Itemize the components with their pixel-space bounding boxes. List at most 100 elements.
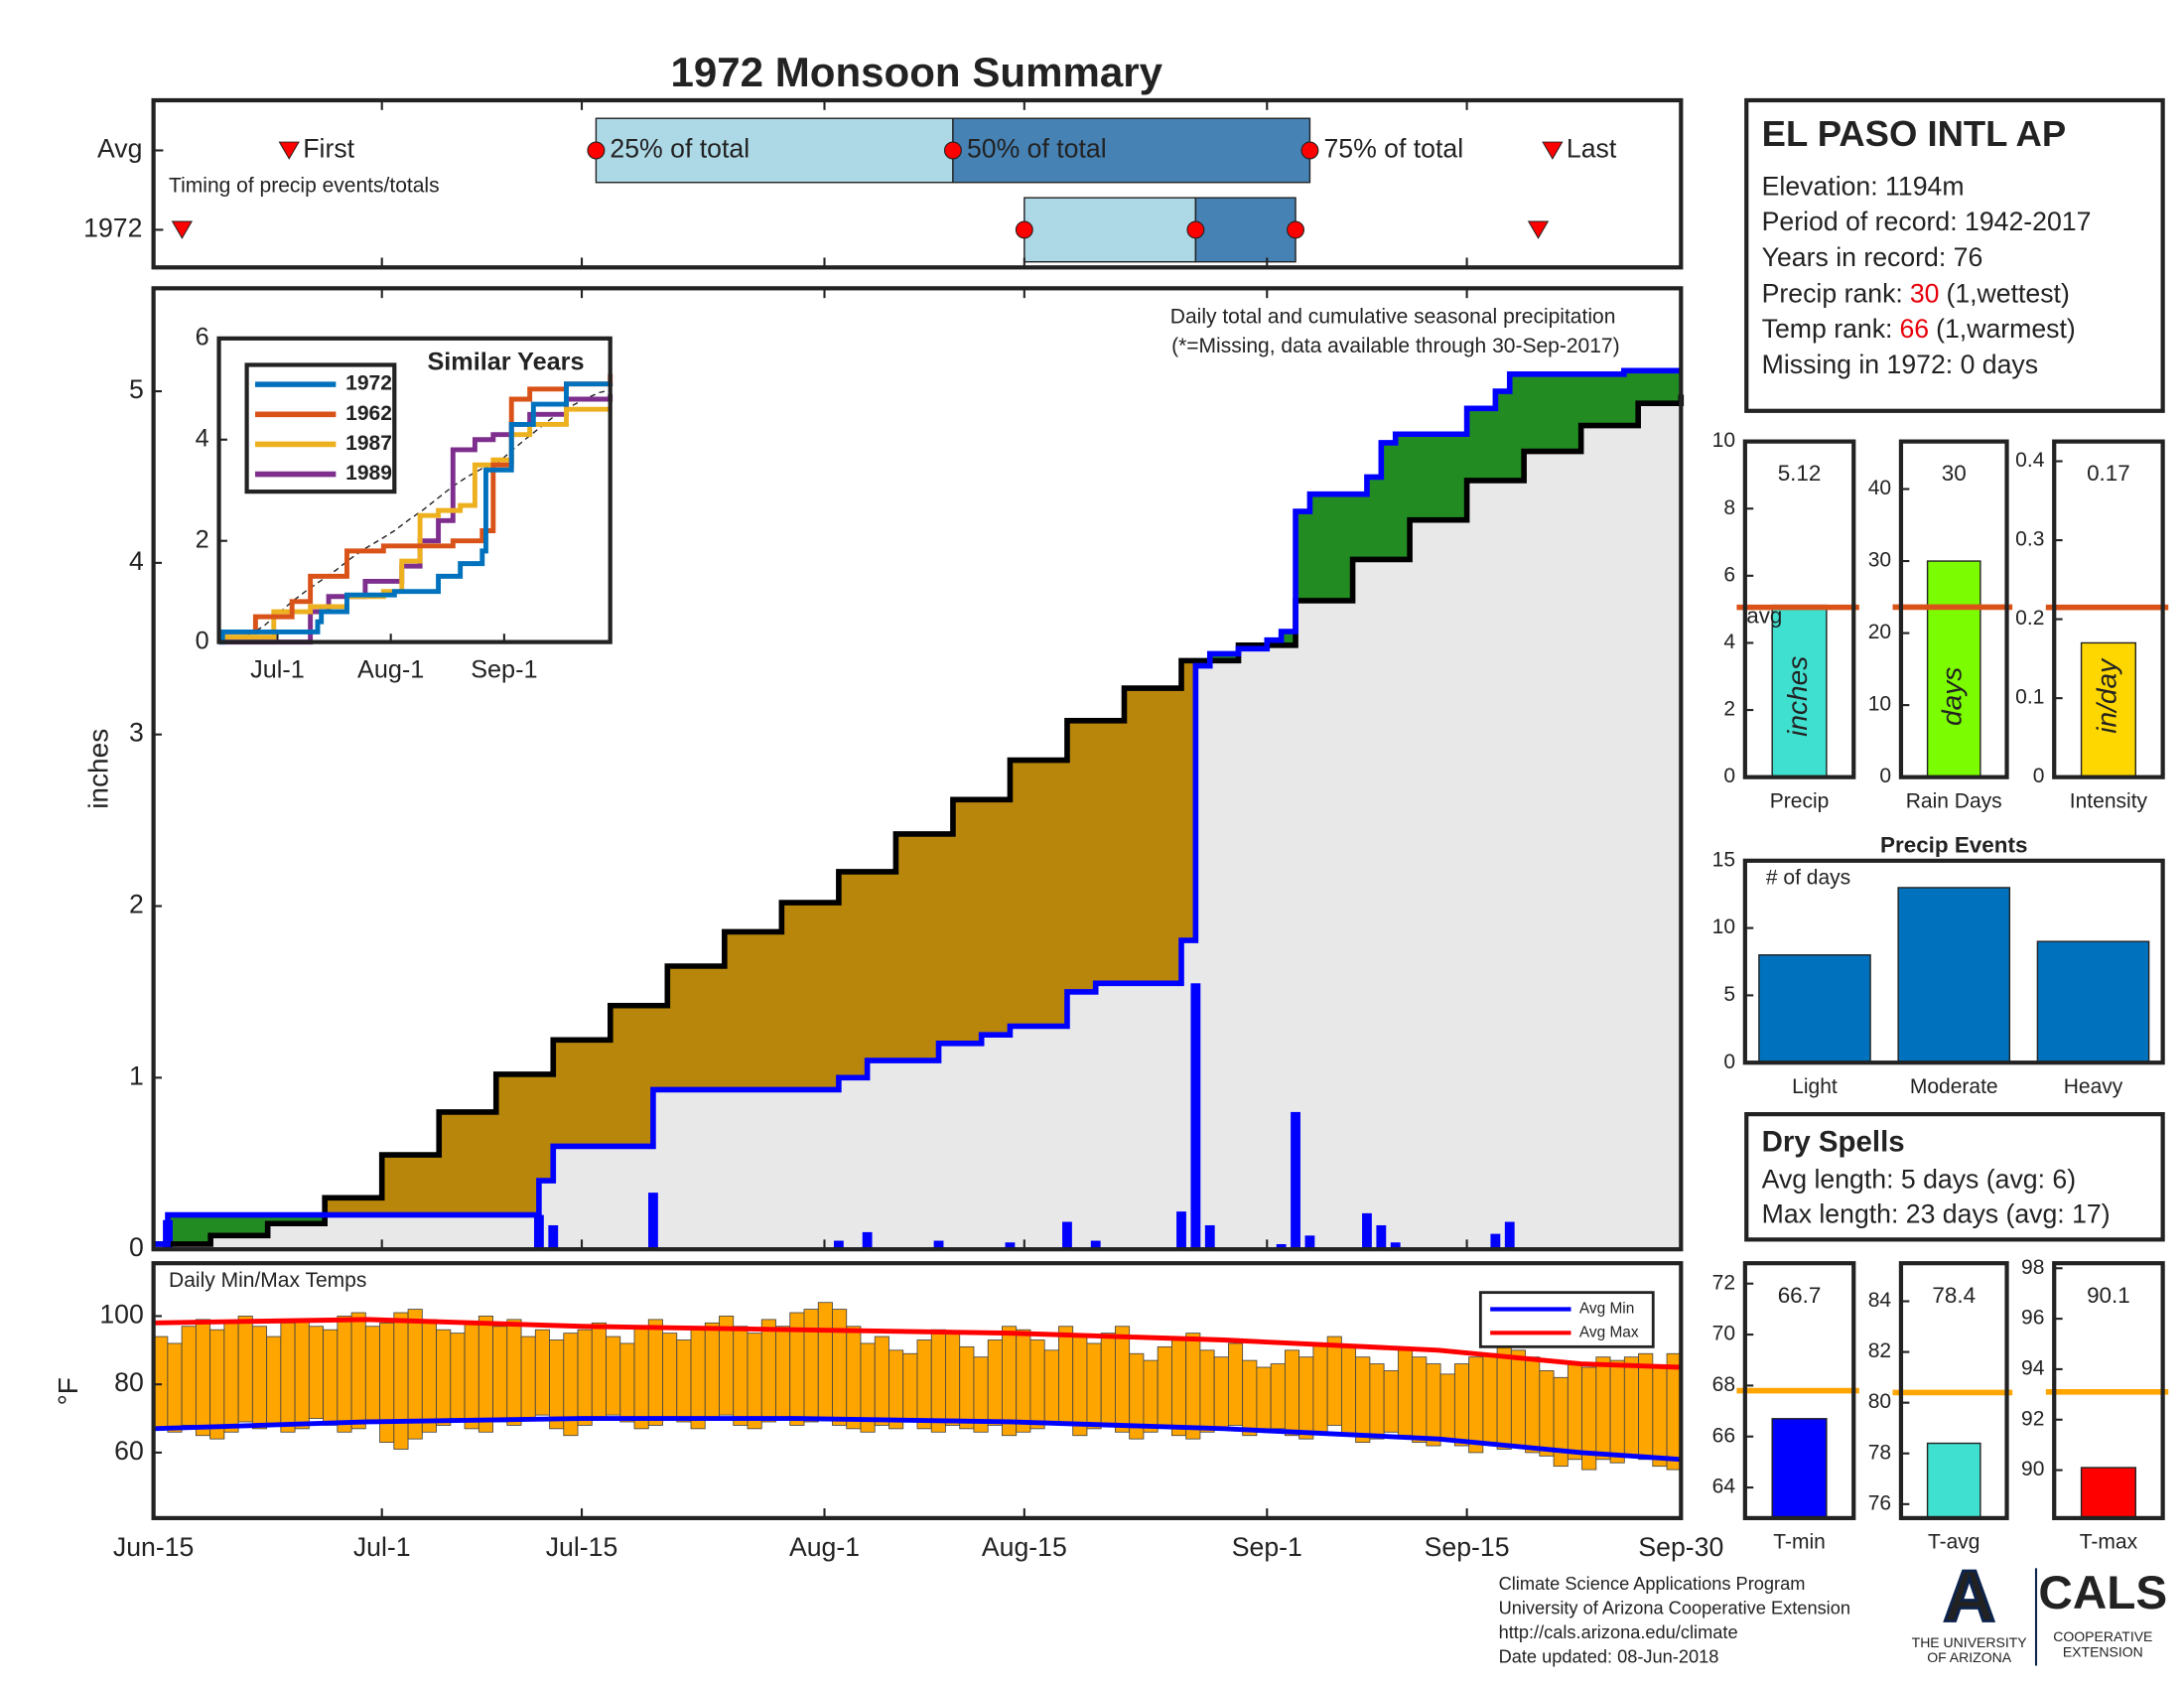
category-label: Rain Days: [1906, 789, 2002, 812]
temp-range-bar: [1016, 1329, 1031, 1433]
average-line: [153, 394, 1685, 1247]
temp-range-bar: [930, 1329, 946, 1433]
y-tick-label: 0.2: [2015, 607, 2044, 630]
x-tick-label: Sep-30: [1638, 1532, 1723, 1562]
temp-range-bar: [902, 1352, 918, 1423]
percentile-marker: [1186, 220, 1205, 239]
y-axis-label: inches: [83, 729, 114, 809]
y-tick-label: 0.4: [2015, 449, 2045, 472]
y-tick-label: 80: [114, 1367, 144, 1397]
temp-range-bar: [619, 1342, 635, 1423]
logo-cals: CALS: [2038, 1567, 2167, 1619]
x-tick-label: Aug-1: [789, 1532, 860, 1562]
rank-value: 66: [1899, 314, 1929, 344]
temp-range-bar: [1412, 1356, 1428, 1444]
footer-line: http://cals.arizona.edu/climate: [1499, 1621, 1738, 1642]
average-temp-line: [153, 1317, 1682, 1370]
temp-range-bar: [817, 1302, 833, 1419]
station-box: [1744, 97, 2165, 413]
y-axis-label: °F: [53, 1377, 83, 1405]
y-tick-label: 4: [129, 546, 144, 576]
temp-range-bar: [421, 1319, 437, 1433]
y-tick-label: 0: [129, 1232, 144, 1262]
average-dashed-line: [218, 389, 611, 641]
temp-range-bar: [1298, 1356, 1314, 1440]
temp-range-bar: [364, 1326, 380, 1423]
y-tick-label: 6: [196, 324, 209, 352]
y-tick-label: 60: [114, 1436, 144, 1466]
percentile-marker: [587, 141, 606, 160]
temp-range-bar: [760, 1319, 776, 1423]
x-tick-label: Sep-1: [1232, 1532, 1302, 1562]
marker-label: Last: [1567, 134, 1617, 164]
axes-frame: [2052, 1261, 2165, 1520]
y-tick-label: 20: [1868, 621, 1891, 643]
temp-range-bar: [464, 1322, 479, 1430]
temp-range-bar: [1115, 1326, 1131, 1433]
daily-bar: [533, 1214, 544, 1250]
y-tick-label: 70: [1712, 1323, 1735, 1345]
temp-range-bar: [549, 1339, 565, 1430]
temp-range-bar: [1609, 1359, 1625, 1464]
y-tick-label: 0: [1879, 765, 1891, 787]
temp-range-bar: [690, 1329, 706, 1430]
temp-range-bar: [1270, 1363, 1286, 1430]
legend-label: Avg Max: [1579, 1324, 1639, 1340]
daily-bar: [1090, 1240, 1101, 1250]
axes-frame: [216, 336, 613, 644]
y-tick-label: 30: [1868, 549, 1891, 572]
y-tick-label: 84: [1868, 1289, 1892, 1312]
event-marker: [1527, 220, 1550, 239]
rank-line: Precip rank: 30 (1,wettest): [1762, 278, 2070, 308]
daily-bar: [1276, 1243, 1287, 1250]
chart-title: 1972 Monsoon Summary: [670, 49, 1162, 95]
average-temp-line: [153, 1416, 1682, 1463]
value-label: 30: [1942, 461, 1967, 486]
y-tick-label: 10: [1712, 429, 1735, 452]
daily-bar: [1504, 1221, 1515, 1250]
temp-range-bar: [1482, 1352, 1498, 1444]
shared-area: [153, 394, 1682, 1250]
dry-spells-title: Dry Spells: [1762, 1125, 1905, 1158]
temp-range-bar: [492, 1326, 508, 1423]
x-tick-label: Sep-1: [471, 656, 537, 684]
daily-bar: [1376, 1224, 1387, 1250]
panel-title: Precip Events: [1880, 833, 2027, 858]
temp-range-bar: [308, 1326, 325, 1419]
axes-frame: [151, 1261, 1684, 1520]
temp-range-bar: [153, 1336, 169, 1430]
temp-range-bar: [195, 1319, 211, 1437]
note: (*=Missing, data available through 30-Se…: [1171, 335, 1620, 357]
panel-title: Daily Min/Max Temps: [169, 1269, 366, 1292]
y-tick-label: 72: [1712, 1271, 1735, 1294]
x-tick-label: Jun-15: [113, 1532, 194, 1562]
marker-label: 75% of total: [1323, 134, 1463, 164]
y-tick-label: 6: [1723, 563, 1735, 586]
temp-range-bar: [337, 1316, 352, 1433]
average-label: avg: [1746, 603, 1782, 628]
legend-label: 1972: [345, 372, 392, 395]
percentile-marker: [1015, 220, 1033, 239]
temp-range-bar: [747, 1333, 762, 1430]
x-tick-label: Jul-1: [250, 656, 305, 684]
bar: [1926, 560, 1981, 778]
temp-range-bar: [1453, 1363, 1470, 1447]
temp-range-bar: [520, 1336, 536, 1419]
temp-range-bar: [1623, 1356, 1639, 1457]
axes-frame: [1898, 439, 2009, 779]
y-tick-label: 5: [1723, 983, 1735, 1006]
y-tick-label: 0.1: [2015, 686, 2044, 709]
temp-range-bar: [1595, 1356, 1611, 1461]
logo-university: THE UNIVERSITY: [1912, 1634, 2028, 1650]
value-label: 90.1: [2087, 1283, 2130, 1308]
temp-range-bar: [1439, 1373, 1455, 1440]
temp-range-bar: [1666, 1352, 1682, 1471]
daily-bar: [548, 1224, 559, 1250]
x-tick-label: Sep-15: [1425, 1532, 1510, 1562]
x-tick-label: Aug-15: [982, 1532, 1067, 1562]
temp-range-bar: [1185, 1333, 1201, 1440]
temp-range-bar: [704, 1322, 720, 1419]
y-tick-label: 10: [1868, 693, 1891, 716]
temp-range-bar: [436, 1329, 452, 1426]
